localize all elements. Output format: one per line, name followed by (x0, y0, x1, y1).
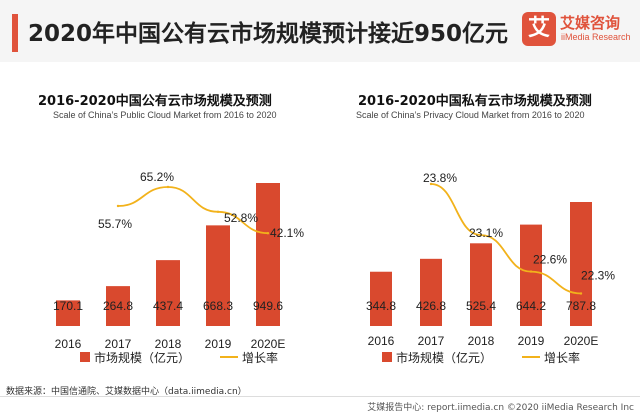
growth-rate-point (479, 233, 483, 237)
title-accent-bar (12, 14, 18, 52)
chart-subtitle-private: Scale of China’s Privacy Cloud Market fr… (356, 110, 585, 120)
bar-value-label: 170.1 (53, 299, 83, 313)
bar (256, 183, 280, 326)
growth-rate-point (429, 182, 433, 186)
growth-rate-label: 23.8% (423, 171, 457, 185)
growth-rate-point (216, 210, 220, 213)
growth-rate-point (166, 185, 170, 189)
legend-line-label: 增长率 (242, 350, 278, 365)
footer-divider (0, 396, 640, 397)
x-tick-label: 2017 (105, 337, 132, 351)
growth-rate-line (117, 186, 269, 235)
growth-rate-point (266, 232, 270, 235)
growth-rate-point (116, 204, 120, 208)
logo-text: 艾媒咨询 (560, 14, 621, 32)
bar-value-label: 644.2 (516, 299, 546, 313)
legend-bar-label: 市场规模（亿元） (396, 350, 492, 365)
bar-value-label: 949.6 (253, 299, 283, 313)
bar-value-label: 437.4 (153, 299, 183, 313)
growth-rate-line (430, 183, 582, 295)
bar-value-label: 264.8 (103, 299, 133, 313)
growth-rate-label: 22.3% (581, 269, 615, 283)
bar-value-label: 525.4 (466, 299, 496, 313)
bar (106, 286, 130, 326)
bar-value-label: 344.8 (366, 299, 396, 313)
growth-rate-label: 55.7% (98, 217, 132, 231)
x-tick-label: 2018 (468, 334, 495, 348)
growth-rate-point (529, 270, 533, 273)
growth-rate-label: 23.1% (469, 226, 503, 240)
bar-value-label: 787.8 (566, 299, 596, 313)
legend-bar-swatch (80, 352, 90, 362)
x-tick-label: 2018 (155, 337, 182, 351)
x-tick-label: 2017 (418, 334, 445, 348)
x-tick-label: 2020E (564, 334, 599, 348)
bar (420, 258, 442, 326)
x-tick-label: 2020E (251, 337, 286, 351)
growth-rate-label: 42.1% (270, 226, 304, 240)
bar-value-label: 426.8 (416, 299, 446, 313)
bar (370, 271, 392, 326)
chart-title-private: 2016-2020中国私有云市场规模及预测 (358, 94, 592, 109)
bar (56, 300, 80, 326)
bar (470, 243, 492, 326)
growth-rate-label: 65.2% (140, 170, 174, 184)
chart-subtitle-public: Scale of China’s Public Cloud Market fro… (53, 110, 277, 120)
bar (570, 202, 592, 326)
bar (206, 225, 230, 326)
growth-rate-label: 52.8% (224, 211, 258, 225)
bar (520, 224, 542, 326)
page-title: 2020年中国公有云市场规模预计接近950亿元 (28, 21, 509, 47)
bar-value-label: 668.3 (203, 299, 233, 313)
x-tick-label: 2019 (205, 337, 232, 351)
bar (156, 260, 180, 326)
growth-rate-point (579, 292, 583, 295)
x-tick-label: 2016 (55, 337, 82, 351)
chart-title-public: 2016-2020中国公有云市场规模及预测 (38, 94, 272, 109)
logo-icon: 艾 (522, 12, 556, 46)
growth-rate-label: 22.6% (533, 253, 567, 267)
logo-subtext: iiMedia Research (561, 32, 631, 42)
legend-bar-label: 市场规模（亿元） (94, 350, 190, 365)
legend-bar-swatch (382, 352, 392, 362)
x-tick-label: 2016 (368, 334, 395, 348)
legend-line-label: 增长率 (544, 350, 580, 365)
x-tick-label: 2019 (518, 334, 545, 348)
copyright-text: 艾媒报告中心: report.iimedia.cn ©2020 iiMedia … (367, 403, 634, 413)
source-note: 数据来源：中国信通院、艾媒数据中心（data.iimedia.cn） (6, 387, 247, 397)
